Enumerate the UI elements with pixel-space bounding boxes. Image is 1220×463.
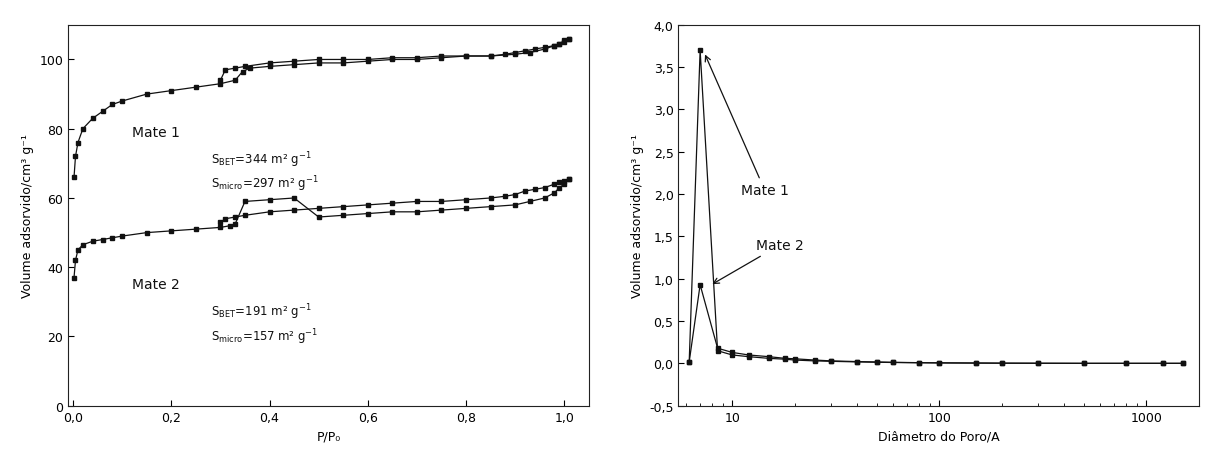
Text: Mate 1: Mate 1 [705, 56, 788, 198]
Y-axis label: Volume adsorvido/cm³ g⁻¹: Volume adsorvido/cm³ g⁻¹ [21, 134, 34, 298]
Text: Mate 2: Mate 2 [714, 238, 804, 284]
X-axis label: P/P₀: P/P₀ [316, 429, 340, 442]
X-axis label: Diâmetro do Poro/A: Diâmetro do Poro/A [878, 429, 999, 442]
Text: S$_{\rm BET}$=191 m² g$^{-1}$: S$_{\rm BET}$=191 m² g$^{-1}$ [211, 302, 311, 322]
Text: S$_{\rm micro}$=297 m² g$^{-1}$: S$_{\rm micro}$=297 m² g$^{-1}$ [211, 174, 318, 194]
Y-axis label: Volume adsorvido/cm³ g⁻¹: Volume adsorvido/cm³ g⁻¹ [631, 134, 643, 298]
Text: Mate 1: Mate 1 [132, 125, 179, 139]
Text: S$_{\rm BET}$=344 m² g$^{-1}$: S$_{\rm BET}$=344 m² g$^{-1}$ [211, 150, 311, 169]
Text: Mate 2: Mate 2 [132, 277, 179, 291]
Text: S$_{\rm micro}$=157 m² g$^{-1}$: S$_{\rm micro}$=157 m² g$^{-1}$ [211, 326, 317, 346]
